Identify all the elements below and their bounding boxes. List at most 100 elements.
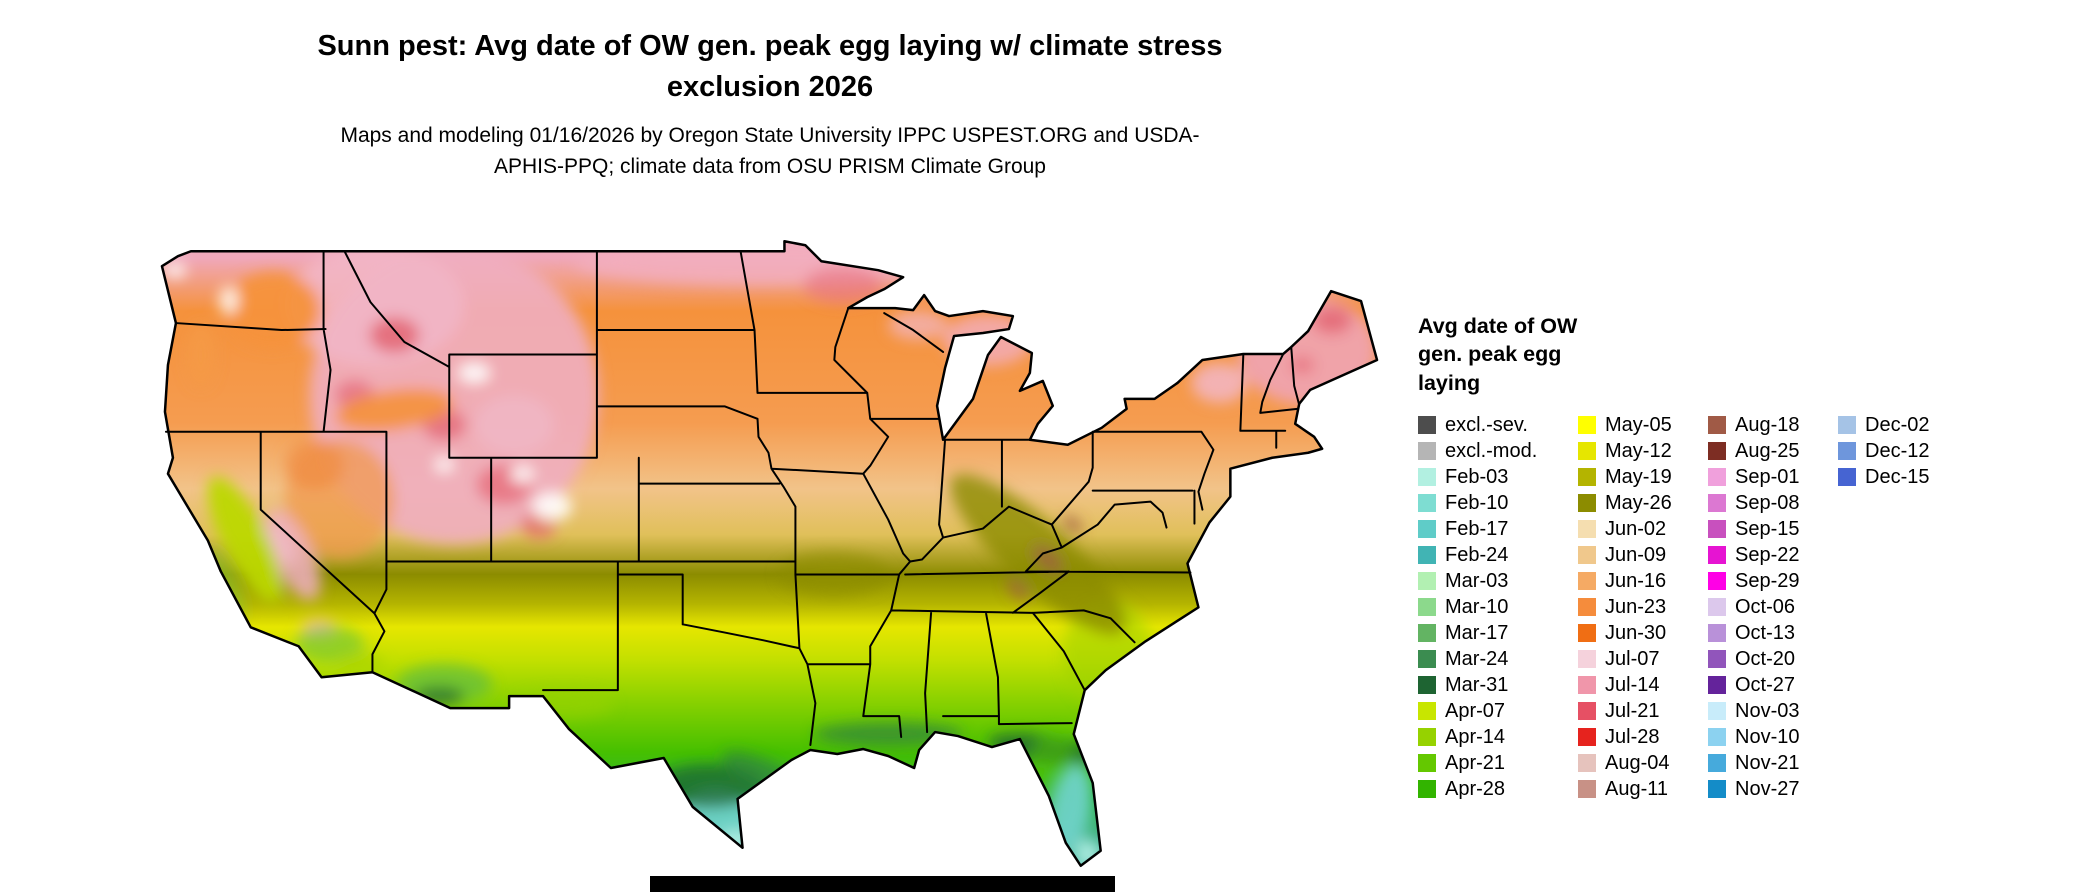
legend-label: Feb-03 [1445,465,1509,488]
page-subtitle: Maps and modeling 01/16/2026 by Oregon S… [340,124,1200,178]
map-bottom-edge [650,876,1115,892]
legend-entry: Feb-24 [1418,542,1578,568]
legend-label: excl.-mod. [1445,439,1538,462]
legend-column-4: Dec-02 Dec-12 Dec-15 [1838,412,1958,490]
legend-label: Jul-07 [1605,647,1660,670]
legend-entry: excl.-sev. [1418,412,1578,438]
legend-entry: Mar-10 [1418,594,1578,620]
legend-label: Jun-09 [1605,543,1667,566]
legend-swatch [1418,728,1436,747]
legend-entry: Nov-21 [1708,750,1838,776]
legend-swatch [1708,546,1726,565]
legend-label: Aug-18 [1735,413,1800,436]
legend-label: May-26 [1605,491,1672,514]
legend-label: Feb-10 [1445,491,1509,514]
legend-title: Avg date of OW gen. peak egg laying [1418,314,1578,395]
legend-entry: excl.-mod. [1418,438,1578,464]
legend-entry: Apr-28 [1418,776,1578,802]
legend-swatch [1578,442,1596,461]
legend-label: Aug-25 [1735,439,1800,462]
legend-label: Nov-27 [1735,777,1800,800]
legend-swatch [1708,624,1726,643]
legend-label: Nov-10 [1735,725,1800,748]
legend-entry: Mar-31 [1418,672,1578,698]
legend-swatch [1708,650,1726,669]
legend-label: Apr-21 [1445,751,1506,774]
legend-swatch [1578,754,1596,773]
legend-entry: Feb-17 [1418,516,1578,542]
legend-entry: Mar-24 [1418,646,1578,672]
legend-entry: Oct-27 [1708,672,1838,698]
legend-swatch [1708,468,1726,487]
legend-swatch [1418,520,1436,539]
legend-swatch [1578,494,1596,513]
conus-map-container [145,225,1382,884]
legend-swatch [1578,624,1596,643]
legend-swatch [1418,702,1436,721]
legend-label: Nov-21 [1735,751,1800,774]
legend-columns: excl.-sev. excl.-mod. Feb-03 Feb-10 Feb-17 Fe… [1418,412,1978,802]
legend-swatch [1708,754,1726,773]
legend-entry: Sep-08 [1708,490,1838,516]
legend-label: May-05 [1605,413,1672,436]
legend-swatch [1578,520,1596,539]
legend-swatch [1708,572,1726,591]
legend-entry: May-12 [1578,438,1708,464]
legend-entry: Sep-22 [1708,542,1838,568]
legend-label: Nov-03 [1735,699,1800,722]
legend-entry: Jul-28 [1578,724,1708,750]
legend-label: Mar-17 [1445,621,1509,644]
legend-label: Mar-31 [1445,673,1509,696]
legend-label: Mar-10 [1445,595,1509,618]
legend-swatch [1418,546,1436,565]
legend-column-2: May-05 May-12 May-19 May-26 Jun-02 Jun-09 Jun-… [1578,412,1708,802]
map-header: Sunn pest: Avg date of OW gen. peak egg … [150,26,1390,182]
legend-swatch [1838,442,1856,461]
legend-label: Jul-21 [1605,699,1660,722]
legend-label: Apr-07 [1445,699,1506,722]
legend-entry: Apr-07 [1418,698,1578,724]
legend-swatch [1578,468,1596,487]
legend-entry: Jun-09 [1578,542,1708,568]
legend-swatch [1708,702,1726,721]
legend-swatch [1418,572,1436,591]
legend-label: Apr-14 [1445,725,1506,748]
legend-swatch [1578,676,1596,695]
legend-swatch [1578,702,1596,721]
legend-entry: Jul-07 [1578,646,1708,672]
legend-swatch [1418,494,1436,513]
legend-entry: Jul-21 [1578,698,1708,724]
legend-entry: Oct-06 [1708,594,1838,620]
legend-entry: Dec-15 [1838,464,1958,490]
legend-swatch [1708,494,1726,513]
legend-entry: Nov-10 [1708,724,1838,750]
legend-label: Mar-24 [1445,647,1509,670]
legend-entry: Oct-20 [1708,646,1838,672]
legend-entry: Mar-17 [1418,620,1578,646]
legend-entry: Jun-16 [1578,568,1708,594]
legend-entry: May-05 [1578,412,1708,438]
legend-label: Feb-17 [1445,517,1509,540]
legend-entry: Jun-30 [1578,620,1708,646]
legend-entry: Aug-04 [1578,750,1708,776]
legend-label: Jul-14 [1605,673,1660,696]
legend-label: Aug-04 [1605,751,1670,774]
legend-label: Feb-24 [1445,543,1509,566]
legend-swatch [1578,728,1596,747]
legend-swatch [1708,728,1726,747]
legend-label: Dec-02 [1865,413,1930,436]
legend-swatch [1578,546,1596,565]
legend-label: Jun-23 [1605,595,1667,618]
legend-label: Mar-03 [1445,569,1509,592]
state-borders [164,250,1301,747]
legend-swatch [1418,442,1436,461]
legend-label: Dec-15 [1865,465,1930,488]
legend-label: Sep-29 [1735,569,1800,592]
legend-swatch [1418,650,1436,669]
legend-entry: Feb-03 [1418,464,1578,490]
legend-swatch [1838,416,1856,435]
legend-swatch [1418,624,1436,643]
conus-outline [160,240,1379,867]
legend-swatch [1708,416,1726,435]
legend-entry: Sep-29 [1708,568,1838,594]
